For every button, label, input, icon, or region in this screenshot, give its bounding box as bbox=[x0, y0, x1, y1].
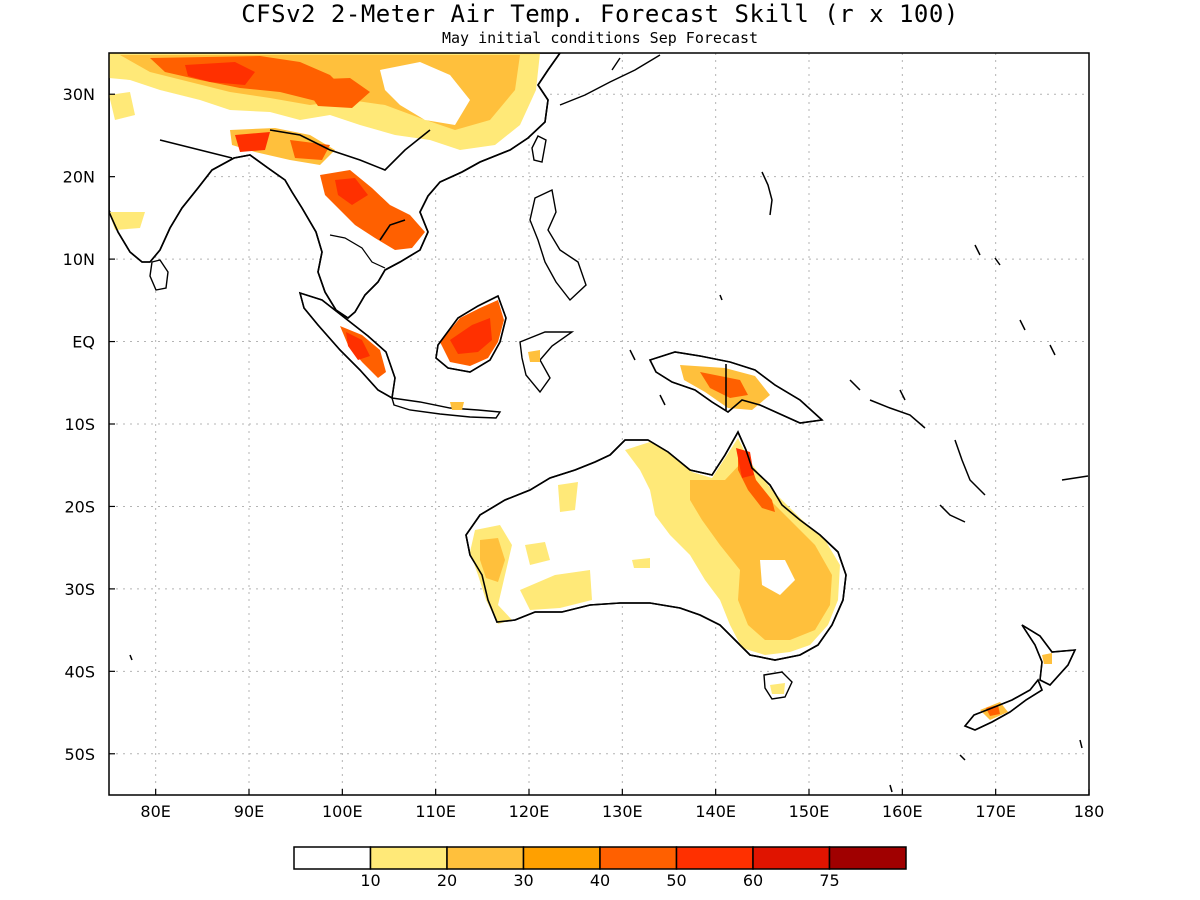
lon-tick-label: 160E bbox=[882, 802, 923, 821]
colorbar: 10 20 30 40 50 60 75 bbox=[293, 846, 907, 890]
lon-tick-label: 80E bbox=[140, 802, 170, 821]
lon-tick-label: 140E bbox=[695, 802, 736, 821]
colorbar-label: 50 bbox=[666, 871, 686, 890]
skill-area-max bbox=[736, 448, 754, 478]
pacific-islands bbox=[129, 171, 1089, 793]
map-title: CFSv2 2-Meter Air Temp. Forecast Skill (… bbox=[241, 0, 959, 28]
colorbar-label: 75 bbox=[819, 871, 839, 890]
skill-area-max bbox=[450, 318, 492, 354]
sri-lanka-island bbox=[149, 259, 169, 291]
lon-tick-label: 90E bbox=[234, 802, 264, 821]
skill-area-low bbox=[520, 570, 592, 610]
colorbar-label: 40 bbox=[590, 871, 610, 890]
skill-shading-asia bbox=[109, 53, 540, 250]
skill-area-mid bbox=[528, 350, 540, 362]
lat-tick-label: 40S bbox=[64, 662, 95, 681]
colorbar-label: 20 bbox=[437, 871, 457, 890]
lon-tick-label: 180 bbox=[1074, 802, 1105, 821]
colorbar-swatch bbox=[752, 846, 831, 870]
lat-tick-label: EQ bbox=[72, 333, 95, 352]
map-content bbox=[109, 53, 1089, 793]
colorbar-label: 30 bbox=[513, 871, 533, 890]
philippines-islands bbox=[529, 188, 587, 302]
lon-tick-label: 100E bbox=[322, 802, 363, 821]
coastline-overlay bbox=[109, 53, 1077, 731]
colorbar-swatch bbox=[446, 846, 525, 870]
skill-area-mid bbox=[450, 402, 464, 410]
skill-area-high bbox=[300, 78, 370, 108]
gulf-of-thailand-coast bbox=[329, 234, 386, 269]
colorbar-swatch bbox=[828, 846, 907, 870]
axis-labels: 80E 90E 100E 110E 120E 130E 140E 150E 160E 170E 18… bbox=[63, 85, 1105, 821]
colorbar-swatch bbox=[522, 846, 601, 870]
lat-tick-label: 10N bbox=[63, 250, 95, 269]
lat-tick-label: 30N bbox=[63, 85, 95, 104]
colorbar-swatch bbox=[369, 846, 448, 870]
colorbar-swatch bbox=[675, 846, 754, 870]
gridlines bbox=[109, 53, 1089, 795]
skill-area-clear bbox=[760, 560, 795, 595]
japan-islands bbox=[559, 54, 661, 106]
java-island bbox=[391, 397, 502, 419]
lat-tick-label: 10S bbox=[64, 415, 95, 434]
lat-tick-label: 50S bbox=[64, 745, 95, 764]
lon-tick-label: 170E bbox=[975, 802, 1016, 821]
skill-area-high bbox=[986, 705, 1000, 716]
new-zealand-south-island bbox=[963, 678, 1043, 731]
colorbar-label: 60 bbox=[743, 871, 763, 890]
skill-area-low bbox=[109, 92, 135, 120]
taiwan-island bbox=[531, 135, 547, 163]
skill-area-low bbox=[632, 558, 650, 568]
lat-tick-label: 20N bbox=[63, 168, 95, 187]
lon-tick-label: 150E bbox=[789, 802, 830, 821]
lon-tick-label: 130E bbox=[602, 802, 643, 821]
skill-area-low bbox=[770, 683, 785, 694]
skill-area-low bbox=[525, 542, 550, 565]
colorbar-label: 10 bbox=[360, 871, 380, 890]
skill-area-mid bbox=[690, 462, 832, 640]
skill-shading-australia bbox=[470, 438, 840, 694]
map-subtitle: May initial conditions Sep Forecast bbox=[441, 29, 759, 47]
skill-area-max bbox=[185, 62, 255, 85]
skill-area-mid bbox=[480, 538, 505, 582]
sulawesi-island bbox=[519, 331, 575, 394]
lat-tick-label: 20S bbox=[64, 497, 95, 516]
skill-area-low bbox=[109, 212, 145, 230]
lon-tick-label: 110E bbox=[415, 802, 456, 821]
skill-shading-new-zealand bbox=[980, 653, 1052, 720]
skill-area-max bbox=[235, 132, 270, 152]
skill-area-high bbox=[700, 372, 748, 398]
skill-area-mid bbox=[1042, 653, 1052, 664]
skill-area-low bbox=[558, 482, 578, 512]
skill-area-max bbox=[346, 332, 370, 360]
skill-shading-maritime bbox=[340, 300, 770, 410]
skill-area-clear bbox=[380, 62, 470, 125]
colorbar-swatch bbox=[293, 846, 372, 870]
lon-tick-label: 120E bbox=[509, 802, 550, 821]
colorbar-swatch bbox=[599, 846, 678, 870]
skill-area-max bbox=[335, 178, 368, 205]
lat-tick-label: 30S bbox=[64, 580, 95, 599]
